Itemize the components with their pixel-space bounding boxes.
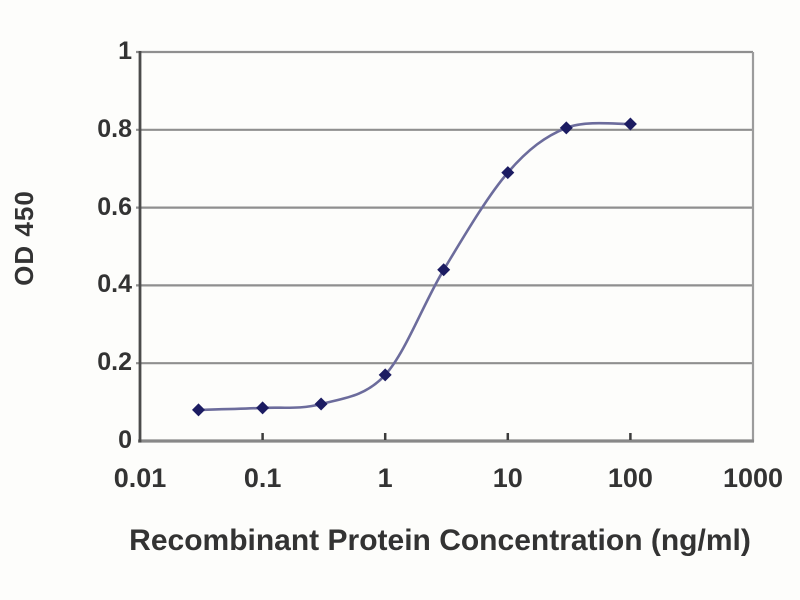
- data-point: [256, 401, 270, 415]
- y-tick-label: 0.2: [97, 348, 132, 377]
- x-tick-label: 10: [492, 463, 523, 493]
- y-tick-label: 1: [118, 37, 132, 65]
- y-tick-label: 0: [118, 426, 132, 454]
- data-point: [501, 166, 515, 180]
- y-tick-label: 0.6: [97, 192, 132, 221]
- y-tick-label: 0.8: [97, 114, 132, 143]
- series-line: [198, 121, 631, 412]
- data-point: [314, 397, 328, 411]
- x-axis-title: Recombinant Protein Concentration (ng/ml…: [129, 524, 751, 557]
- data-point: [437, 263, 451, 277]
- y-axis-title: OD 450: [9, 190, 39, 286]
- x-tick-label: 1000: [722, 463, 784, 493]
- data-point: [623, 117, 637, 131]
- data-point: [559, 121, 573, 135]
- x-tick-label: 0.1: [243, 463, 282, 493]
- x-tick-label: 1: [377, 463, 393, 493]
- data-point: [378, 368, 392, 382]
- data-point: [192, 403, 205, 417]
- x-tick-label: 0.01: [113, 463, 167, 493]
- y-tick-label: 0.4: [97, 270, 132, 299]
- x-tick-label: 100: [607, 463, 653, 493]
